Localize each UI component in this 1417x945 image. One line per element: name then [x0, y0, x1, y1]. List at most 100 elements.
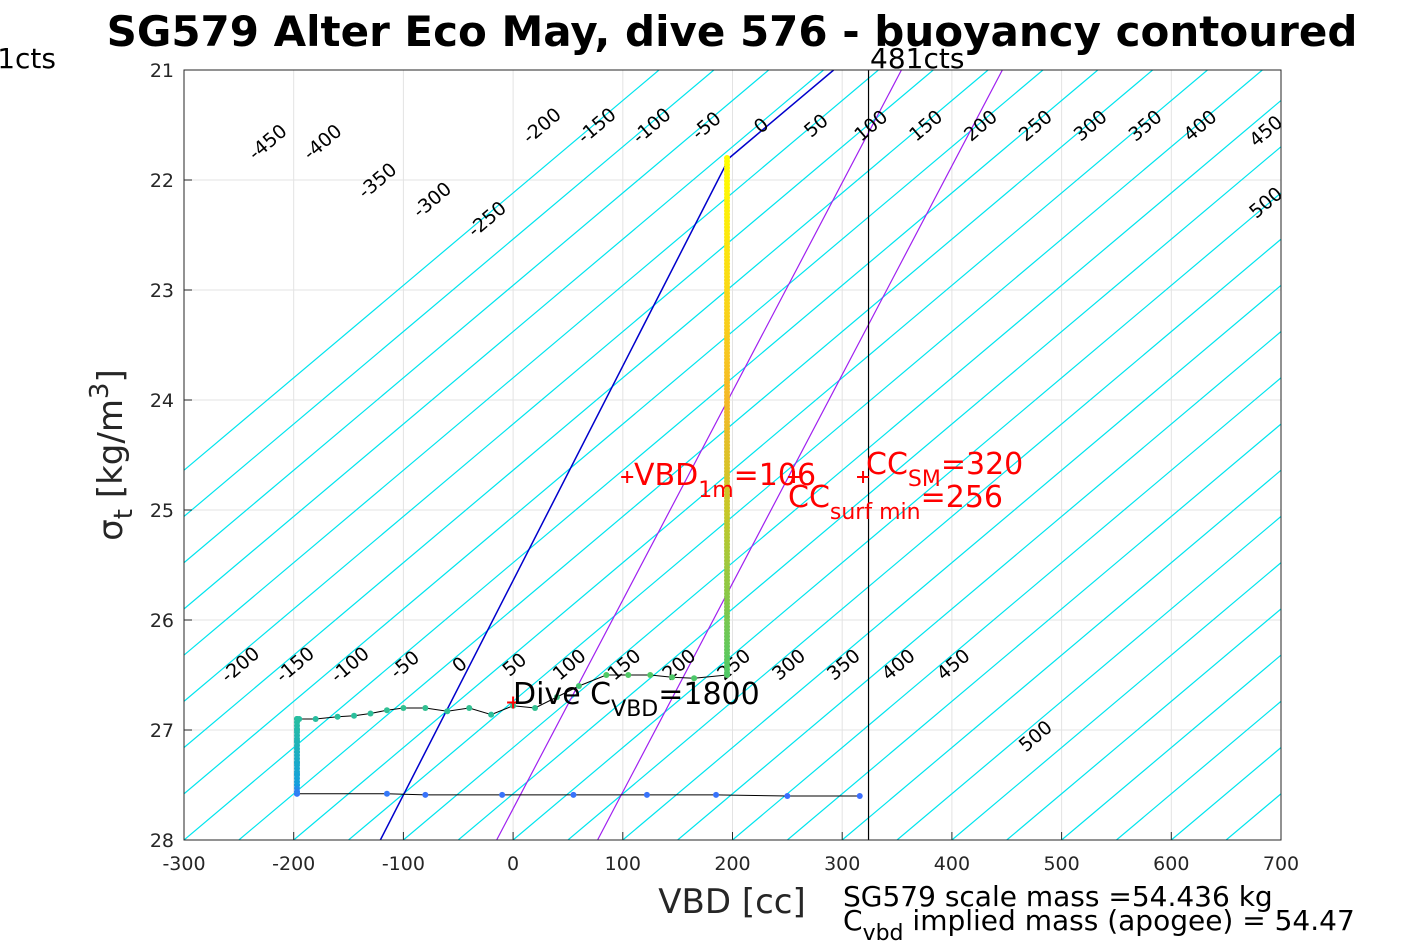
y-label-sigma: σ [91, 519, 131, 541]
left-cts-label: 1cts [0, 42, 56, 75]
svg-text:σt [kg/m3]: σt [kg/m3] [85, 369, 139, 541]
marker-CC_surf_min [787, 471, 800, 483]
vbd-line [597, 70, 1003, 840]
profile-point-bottom [422, 705, 429, 711]
profile-series [293, 155, 863, 799]
contour-line [184, 70, 989, 749]
profile-point-bottom [575, 683, 582, 689]
x-axis-label: VBD [cc] [658, 882, 806, 922]
profile-point-bottom [488, 711, 495, 718]
contour-line [841, 469, 1281, 840]
contour-line [622, 284, 1281, 840]
cc-surf-min-annotation: CCsurf min=256 [788, 480, 1003, 525]
vbd-1m-annotation: VBD1m=106 [634, 458, 816, 503]
y-tick-label: 27 [150, 720, 174, 742]
x-tick-label: -200 [272, 853, 315, 875]
y-label-unit: [kg/m [91, 399, 131, 498]
y-label-sup: 3 [85, 383, 115, 400]
profile-point-return [856, 793, 863, 799]
y-label-sub: t [109, 509, 139, 519]
contour-line [457, 145, 1281, 840]
profile-point-return [784, 793, 791, 799]
contour-line [1391, 70, 1417, 840]
zero-buoyancy-line-ext [728, 70, 835, 159]
contour-line [184, 70, 770, 564]
contour-line [1280, 839, 1281, 840]
deep-point [293, 788, 300, 795]
profile-point-bottom [444, 708, 451, 715]
reference-lines [379, 70, 1003, 840]
contour-line [184, 70, 934, 703]
profile-point-bottom [383, 707, 390, 714]
contour-line [348, 70, 1263, 840]
scale-mass-text: SG579 scale mass =54.436 kg [843, 880, 1273, 913]
x-ticks: -300 -200 -100 0 100 200 300 400 500 600 700 [162, 832, 1299, 875]
marker-VBD_1m [621, 471, 634, 483]
dive-cvbd-annotation: Dive CVBD=1800 [513, 677, 760, 722]
y-tick-label: 24 [150, 390, 174, 412]
contour-line [184, 70, 1099, 840]
profile-point-return [713, 791, 720, 798]
y-tick-label: 26 [150, 610, 174, 632]
contour-line [184, 70, 1044, 795]
y-tick-label: 22 [150, 170, 174, 192]
profile-point-bottom [400, 705, 407, 711]
y-ticks: 21 22 23 24 25 26 27 28 [150, 60, 192, 852]
x-tick-label: 500 [1043, 853, 1079, 875]
profile-point-bottom [532, 705, 539, 711]
profile-point-bottom [312, 716, 319, 722]
y-tick-label: 25 [150, 500, 174, 522]
profile-point-bottom [669, 674, 676, 681]
profile-line-bottom [297, 674, 728, 720]
implied-mass-text: Cvbd implied mass (apogee) = 54.47 [843, 904, 1355, 945]
contour-line [184, 70, 660, 472]
x-tick-label: -300 [162, 853, 205, 875]
contour-line [677, 330, 1281, 840]
contour-line [403, 99, 1281, 840]
profile-point-bottom [603, 672, 610, 678]
profile-point-bottom [553, 694, 560, 700]
profile-point-bottom [334, 713, 341, 720]
zero-buoyancy-line [379, 157, 730, 840]
contour-line [1336, 70, 1417, 840]
profile-point-bottom [647, 672, 654, 678]
profile-point-bottom [625, 672, 632, 678]
profile-point-bottom [724, 672, 731, 678]
contour-line [184, 70, 715, 518]
cc-line-label: 481cts [870, 42, 964, 75]
marker-Dive_C_VBD [507, 696, 520, 709]
marker-CC_SM [857, 471, 870, 483]
vbd-line [496, 70, 902, 840]
profile-point-return [383, 790, 390, 797]
contour-line [1006, 608, 1281, 840]
y-axis-label: σt [kg/m3] [85, 369, 139, 541]
contour-line [184, 70, 824, 610]
contour-line [786, 423, 1281, 840]
y-tick-label: 21 [150, 60, 174, 82]
cc-sm-annotation: CCSM=320 [866, 447, 1023, 492]
contour-line [238, 70, 1154, 840]
contour-line [1061, 654, 1281, 840]
contour-line [951, 561, 1281, 840]
chart-title: SG579 Alter Eco May, dive 576 - buoyancy… [107, 7, 1358, 56]
profile-point-return [643, 791, 650, 798]
profile-point-bottom [466, 705, 473, 711]
profile-point-bottom [691, 675, 698, 682]
contour-line [896, 515, 1281, 840]
markers [507, 471, 870, 709]
profile-point-bottom [367, 710, 374, 717]
y-label-close: ] [91, 369, 131, 382]
x-tick-label: 600 [1153, 853, 1189, 875]
x-tick-label: 0 [507, 853, 519, 875]
contour-line [732, 377, 1281, 840]
y-tick-label: 23 [150, 280, 174, 302]
profile-point-bottom [351, 712, 358, 719]
profile-point-return [570, 791, 577, 798]
x-tick-label: 400 [934, 853, 970, 875]
profile-point-return [499, 791, 506, 798]
contour-line [1116, 700, 1281, 840]
profile-point-return [422, 791, 429, 798]
x-tick-label: 300 [824, 853, 860, 875]
x-tick-label: -100 [382, 853, 425, 875]
